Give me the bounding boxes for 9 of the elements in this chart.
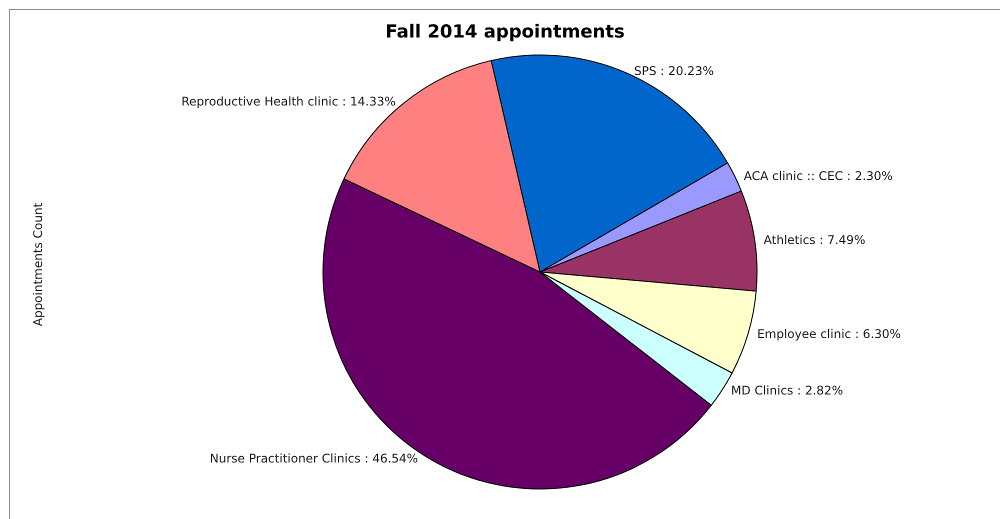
slice-label: MD Clinics : 2.82% (731, 384, 844, 398)
slice-label: Athletics : 7.49% (764, 232, 866, 247)
slice-label: SPS : 20.23% (634, 64, 714, 78)
slice-label: Nurse Practitioner Clinics : 46.54% (210, 451, 418, 466)
text: Appointments Count (31, 202, 45, 326)
slice-label: Reproductive Health clinic : 14.33% (181, 94, 396, 108)
chart-title: Fall 2014 appointments (385, 22, 625, 42)
slice-label: ACA clinic :: CEC : 2.30% (744, 168, 893, 183)
slice-label: Employee clinic : 6.30% (757, 326, 901, 341)
